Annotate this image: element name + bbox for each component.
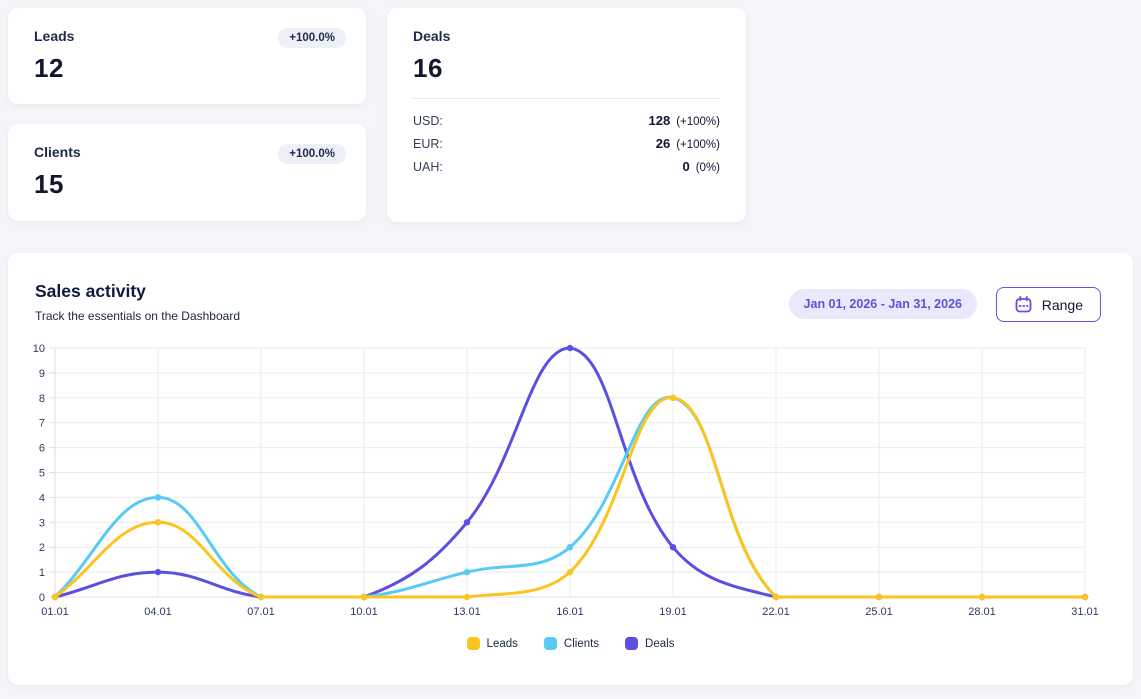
legend-swatch-clients: [543, 637, 557, 650]
range-button[interactable]: Range: [995, 287, 1101, 322]
deals-value: 16: [413, 53, 443, 83]
svg-text:31.01: 31.01: [1071, 606, 1099, 618]
currency-value: 26: [655, 136, 671, 151]
clients-change-badge: +100.0%: [278, 144, 346, 164]
svg-text:19.01: 19.01: [659, 606, 687, 618]
currency-label: EUR:: [413, 137, 443, 151]
clients-value: 15: [34, 169, 64, 199]
svg-text:9: 9: [39, 368, 45, 380]
deals-card: Deals 16 USD: 128 (+100%) EUR: 26 (+100%…: [387, 8, 746, 222]
svg-text:28.01: 28.01: [968, 606, 996, 618]
currency-change: (+100%): [676, 116, 720, 128]
chart-subtitle: Track the essentials on the Dashboard: [35, 309, 241, 323]
legend-item-deals[interactable]: Deals: [625, 637, 674, 650]
svg-text:13.01: 13.01: [453, 606, 481, 618]
svg-text:10.01: 10.01: [350, 606, 378, 618]
currency-value: 0: [682, 159, 690, 174]
svg-text:5: 5: [39, 468, 45, 480]
svg-text:04.01: 04.01: [144, 606, 172, 618]
legend-label: Leads: [486, 637, 518, 650]
svg-text:2: 2: [39, 542, 45, 554]
leads-card: Leads 12 +100.0%: [8, 8, 366, 104]
clients-card: Clients 15 +100.0%: [8, 124, 366, 221]
leads-value: 12: [34, 53, 64, 83]
legend-item-clients[interactable]: Clients: [543, 637, 600, 650]
svg-text:8: 8: [39, 393, 45, 405]
clients-title: Clients: [34, 144, 81, 160]
currency-label: UAH:: [413, 160, 443, 174]
currency-value: 128: [648, 113, 671, 128]
svg-text:10: 10: [33, 343, 45, 355]
svg-text:0: 0: [39, 592, 45, 604]
svg-text:22.01: 22.01: [762, 606, 790, 618]
leads-title: Leads: [34, 28, 75, 44]
sales-activity-card: Sales activity Track the essentials on t…: [8, 253, 1133, 685]
chart-legend: Leads Clients Deals: [8, 637, 1133, 650]
deals-title: Deals: [413, 28, 451, 44]
currency-change: (0%): [695, 162, 720, 174]
legend-item-leads[interactable]: Leads: [466, 637, 518, 650]
chart-title: Sales activity: [35, 281, 146, 301]
currency-change: (+100%): [676, 139, 720, 151]
deals-row-eur: EUR: 26 (+100%): [413, 132, 720, 155]
svg-text:16.01: 16.01: [556, 606, 584, 618]
svg-text:1: 1: [39, 567, 45, 579]
svg-text:4: 4: [39, 492, 45, 504]
date-range-chip: Jan 01, 2026 - Jan 31, 2026: [788, 289, 977, 319]
deals-row-uah: UAH: 0 (0%): [413, 155, 720, 178]
legend-label: Clients: [563, 637, 600, 650]
svg-text:01.01: 01.01: [41, 606, 69, 618]
svg-text:7: 7: [39, 418, 45, 430]
deals-divider: [413, 98, 720, 99]
legend-swatch-leads: [466, 637, 480, 650]
deals-row-usd: USD: 128 (+100%): [413, 109, 720, 132]
range-button-label: Range: [1041, 296, 1083, 313]
svg-text:6: 6: [39, 443, 45, 455]
legend-label: Deals: [645, 637, 675, 650]
svg-text:3: 3: [39, 517, 45, 529]
sales-activity-line-chart[interactable]: 0 1 2 3 4 5 6 7 8 9 10 01.01 04.01 07.01 10.01 13.01 16.…: [20, 341, 1115, 626]
legend-swatch-deals: [625, 637, 639, 650]
currency-label: USD:: [413, 114, 443, 128]
svg-text:07.01: 07.01: [247, 606, 275, 618]
svg-text:25.01: 25.01: [865, 606, 893, 618]
calendar-icon: [1014, 295, 1033, 314]
leads-change-badge: +100.0%: [278, 28, 346, 48]
